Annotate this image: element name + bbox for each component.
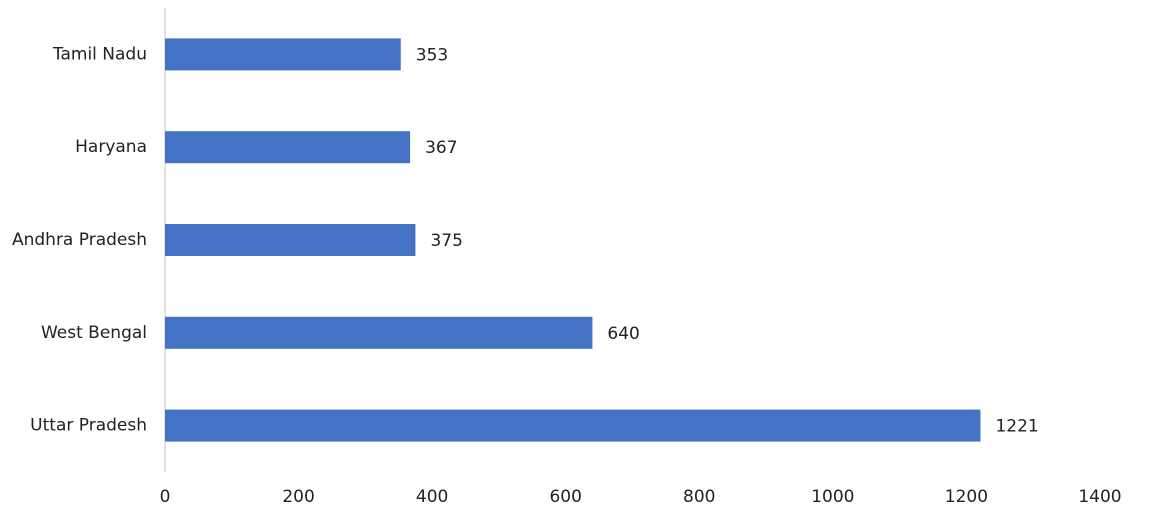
y-tick-label: Haryana	[75, 137, 147, 157]
x-tick-label: 800	[683, 487, 715, 507]
bar	[165, 409, 981, 442]
x-tick-label: 1400	[1078, 487, 1121, 507]
bar	[165, 316, 593, 349]
y-tick-label: Tamil Nadu	[52, 44, 147, 64]
x-tick-label: 1200	[945, 487, 988, 507]
data-label: 353	[416, 45, 448, 65]
data-label: 640	[607, 324, 639, 344]
y-tick-label: Andhra Pradesh	[12, 230, 147, 250]
x-tick-label: 400	[416, 487, 448, 507]
x-tick-label: 1000	[811, 487, 854, 507]
x-tick-label: 600	[549, 487, 581, 507]
bar	[165, 131, 411, 164]
y-tick-label: West Bengal	[41, 323, 147, 343]
data-label: 1221	[995, 417, 1038, 437]
bar	[165, 224, 416, 256]
data-label: 367	[425, 138, 457, 158]
y-tick-label: Uttar Pradesh	[30, 416, 147, 436]
x-tick-label: 200	[282, 487, 314, 507]
bar	[165, 38, 401, 71]
data-label: 375	[430, 231, 462, 251]
x-tick-label: 0	[160, 487, 171, 507]
